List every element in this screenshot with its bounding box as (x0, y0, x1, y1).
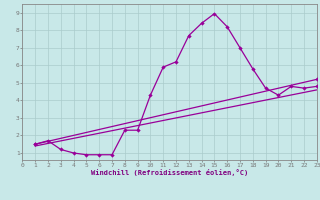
X-axis label: Windchill (Refroidissement éolien,°C): Windchill (Refroidissement éolien,°C) (91, 169, 248, 176)
